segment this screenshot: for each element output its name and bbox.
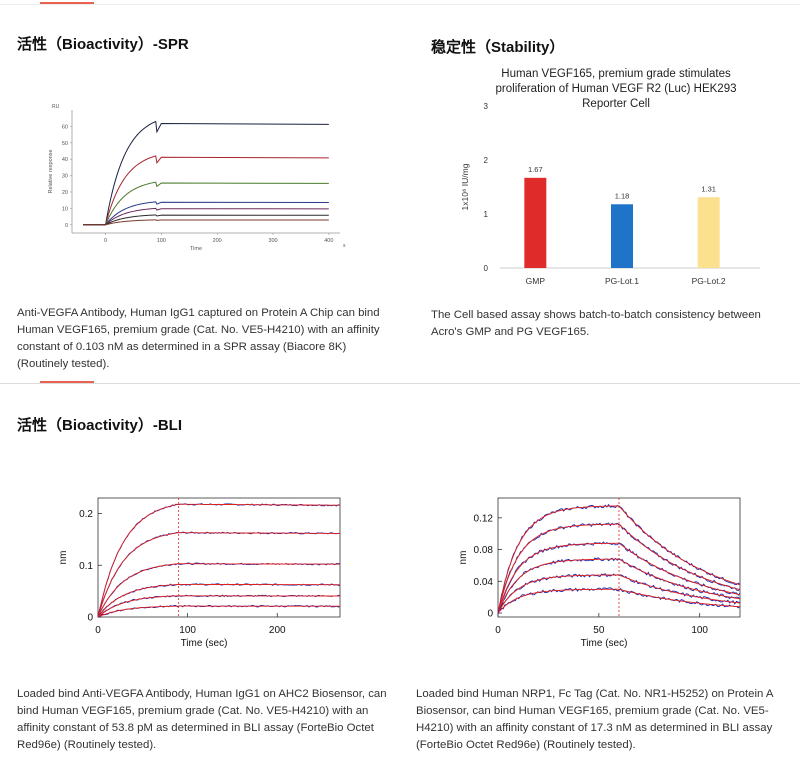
stability-y-tick-label: 3 xyxy=(484,102,489,111)
spr-x-tick-label: 300 xyxy=(268,238,277,244)
top-accent-line xyxy=(40,2,94,4)
bli1-y-tick-label: 0.1 xyxy=(79,561,93,572)
spr-x-tick-label: 200 xyxy=(213,238,222,244)
spr-y-label: Relative response xyxy=(48,149,54,193)
bli2-caption: Loaded bind Human NRP1, Fc Tag (Cat. No.… xyxy=(416,688,773,751)
spr-series-line xyxy=(83,214,329,226)
bli1-fit-curve xyxy=(97,595,340,618)
section-accent-line xyxy=(40,381,94,383)
stability-category-label: PG-Lot.2 xyxy=(692,276,726,286)
bli-section-title: 活性（Bioactivity）-BLI xyxy=(17,417,183,434)
bli2-y-tick-label: 0 xyxy=(487,609,493,620)
bli2-y-label: nm xyxy=(458,551,469,565)
bli2-x-tick-label: 50 xyxy=(593,625,605,636)
spr-series-line xyxy=(83,201,329,226)
section-divider xyxy=(0,383,800,384)
stability-bar xyxy=(697,197,720,268)
bli1-x-tick-label: 100 xyxy=(179,625,196,636)
bli2-raw-trace xyxy=(497,522,741,614)
spr-y-tick-label: 20 xyxy=(62,190,68,196)
spr-series-line xyxy=(83,219,329,226)
spr-y-tick-label: 50 xyxy=(62,141,68,147)
stability-bar xyxy=(611,204,633,268)
bli1-raw-trace xyxy=(97,562,341,618)
spr-y-tick-label: 60 xyxy=(62,124,68,130)
bli2-raw-trace xyxy=(497,541,741,612)
spr-y-tick-label: 30 xyxy=(62,174,68,180)
bli2-fit-curve xyxy=(497,523,741,614)
bli2-fit-curve xyxy=(497,588,741,614)
spr-x-tick-label: 400 xyxy=(324,238,333,244)
bli2-x-tick-label: 100 xyxy=(691,625,708,636)
stability-y-tick-label: 1 xyxy=(484,210,489,219)
stability-value-label: 1.18 xyxy=(615,191,630,200)
stability-title-line: Reporter Cell xyxy=(582,98,650,110)
stability-caption: The Cell based assay shows batch-to-batc… xyxy=(431,309,761,338)
bli1-fit-curve xyxy=(97,563,340,618)
bli1-raw-trace xyxy=(97,604,341,618)
bli2-y-tick-label: 0.12 xyxy=(474,513,494,524)
bli1-plot-frame xyxy=(97,497,341,618)
stability-bar xyxy=(524,177,547,268)
spr-y-tick-label: 0 xyxy=(65,223,68,229)
spr-x-unit: s xyxy=(343,243,346,249)
bli1-x-tick-label: 200 xyxy=(269,625,286,636)
bli2-y-tick-label: 0.08 xyxy=(474,545,494,556)
bli1-fit-curve xyxy=(97,605,340,618)
spr-x-tick-label: 0 xyxy=(104,238,107,244)
bli1-fit-curve xyxy=(97,503,340,618)
spr-series-line xyxy=(83,155,329,226)
spr-section-title: 活性（Bioactivity）-SPR xyxy=(17,36,189,53)
bli1-caption: Loaded bind Anti-VEGFA Antibody, Human I… xyxy=(17,688,387,751)
bli2-fit-curve xyxy=(497,558,741,614)
bli2-x-label: Time (sec) xyxy=(581,638,628,649)
stability-category-label: GMP xyxy=(526,276,546,286)
spr-series-line xyxy=(83,181,329,226)
stability-chart: Human VEGF165, premium grade stimulates p… xyxy=(460,68,760,286)
bli1-y-tick-label: 0.2 xyxy=(79,509,93,520)
stability-category-label: PG-Lot.1 xyxy=(605,276,639,286)
stability-y-tick-label: 0 xyxy=(484,264,489,273)
bli1-chart: 0 0.1 0.2 0 100 200 Time (sec) nm xyxy=(58,497,341,649)
bli1-y-tick-label: 0 xyxy=(87,613,93,624)
stability-section-title: 稳定性（Stability） xyxy=(431,39,565,56)
spr-x-tick-label: 100 xyxy=(157,238,166,244)
spr-y-tick-label: 10 xyxy=(62,206,68,212)
spr-x-label: Time xyxy=(190,246,202,250)
spr-y-unit: RU xyxy=(52,104,60,110)
stability-value-label: 1.67 xyxy=(528,165,543,174)
bli2-fit-curve xyxy=(497,542,741,614)
bli2-fit-curve xyxy=(497,505,741,614)
spr-chart: RU s 0 10 20 30 40 50 60 0 100 200 300 400 Time Relativ… xyxy=(48,104,346,250)
stability-y-tick-label: 2 xyxy=(484,156,489,165)
stability-title-line: proliferation of Human VEGF R2 (Luc) HEK… xyxy=(496,83,737,95)
spr-caption: Anti-VEGFA Antibody, Human IgG1 captured… xyxy=(17,307,380,370)
bli1-y-label: nm xyxy=(58,551,69,565)
bli1-x-label: Time (sec) xyxy=(181,638,228,649)
spr-y-tick-label: 40 xyxy=(62,157,68,163)
bli1-x-tick-label: 0 xyxy=(95,625,101,636)
stability-title-line: Human VEGF165, premium grade stimulates xyxy=(501,68,731,80)
top-divider xyxy=(0,4,800,5)
bli2-y-tick-label: 0.04 xyxy=(474,577,494,588)
bli1-fit-curve xyxy=(97,532,340,618)
stability-y-label: 1x10⁶ IU/mg xyxy=(460,163,470,210)
spr-series-line xyxy=(83,207,329,226)
bli2-chart: 0 0.04 0.08 0.12 0 50 100 Time (sec) nm xyxy=(458,497,741,649)
bli2-x-tick-label: 0 xyxy=(495,625,501,636)
stability-value-label: 1.31 xyxy=(701,184,716,193)
bli1-fit-curve xyxy=(97,583,340,618)
spr-series-line xyxy=(83,120,329,226)
bli2-fit-curve xyxy=(497,574,741,614)
